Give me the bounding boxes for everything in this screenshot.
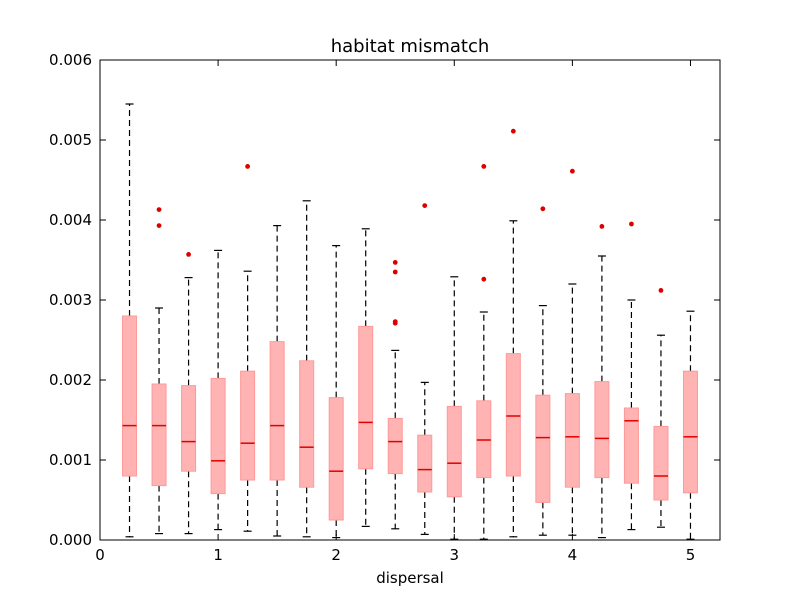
box-3 <box>210 249 226 531</box>
outlier-point <box>540 206 546 212</box>
box-14 <box>535 206 551 536</box>
y-tick-label: 0.002 <box>49 371 92 389</box>
box-body <box>299 360 315 488</box>
box-body <box>505 353 521 477</box>
box-9 <box>387 260 403 530</box>
outlier-point <box>658 288 664 293</box>
outlier-point <box>156 223 162 229</box>
box-19 <box>682 310 698 540</box>
box-0 <box>122 103 138 538</box>
box-17 <box>623 221 639 531</box>
box-1 <box>151 207 167 535</box>
box-body <box>328 397 344 521</box>
box-body <box>240 370 256 481</box>
box-7 <box>328 245 344 539</box>
x-tick-label: 2 <box>331 546 341 564</box>
outlier-point <box>186 252 191 257</box>
box-5 <box>269 225 285 537</box>
x-tick-label: 4 <box>568 546 578 564</box>
box-body <box>476 400 492 479</box>
box-body <box>269 341 285 481</box>
box-8 <box>358 228 374 528</box>
box-10 <box>417 203 433 536</box>
x-tick-label: 3 <box>450 546 460 564</box>
y-tick-label: 0.000 <box>49 531 92 549</box>
outlier-point <box>392 269 398 275</box>
y-tick-label: 0.004 <box>49 211 92 229</box>
outlier-point <box>629 221 634 227</box>
box-2 <box>181 252 197 535</box>
outlier-point <box>481 276 487 282</box>
box-body <box>181 385 197 472</box>
y-tick-label: 0.001 <box>49 451 92 469</box>
outlier-point <box>599 224 605 229</box>
box-body <box>535 394 551 503</box>
box-4 <box>240 164 256 532</box>
box-15 <box>564 168 580 536</box>
x-tick-label: 5 <box>686 546 696 564</box>
box-body <box>387 417 403 475</box>
plot-area <box>122 103 698 540</box>
outlier-point <box>392 319 398 324</box>
outlier-point <box>510 128 516 134</box>
outlier-point <box>422 203 428 209</box>
box-body <box>564 393 580 488</box>
box-body <box>653 425 669 501</box>
box-body <box>122 315 138 477</box>
x-axis-label: dispersal <box>376 569 444 587</box>
box-body <box>682 370 698 494</box>
box-body <box>358 325 374 470</box>
outlier-point <box>156 207 162 213</box>
chart-title: habitat mismatch <box>331 36 490 57</box>
y-tick-label: 0.003 <box>49 291 92 309</box>
axes: 0 1 2 3 4 5 0.000 0.001 0.002 0.003 0.004 0.005 0.00… <box>49 51 720 564</box>
outlier-point <box>245 164 251 169</box>
box-body <box>623 407 639 484</box>
box-18 <box>653 288 669 528</box>
outlier-point <box>392 260 398 265</box>
box-body <box>417 434 433 493</box>
outlier-point <box>481 164 487 169</box>
box-16 <box>594 224 610 539</box>
x-tick-label: 1 <box>213 546 223 564</box>
outlier-point <box>569 168 575 174</box>
box-body <box>594 381 610 479</box>
x-tick-label: 0 <box>95 546 105 564</box>
box-body <box>151 383 167 487</box>
box-body <box>446 405 462 498</box>
y-tick-label: 0.006 <box>49 51 92 69</box>
box-6 <box>299 200 315 538</box>
box-11 <box>446 276 462 540</box>
box-12 <box>476 164 492 540</box>
y-tick-label: 0.005 <box>49 131 92 149</box>
box-body <box>210 377 226 495</box>
box-13 <box>505 128 521 538</box>
